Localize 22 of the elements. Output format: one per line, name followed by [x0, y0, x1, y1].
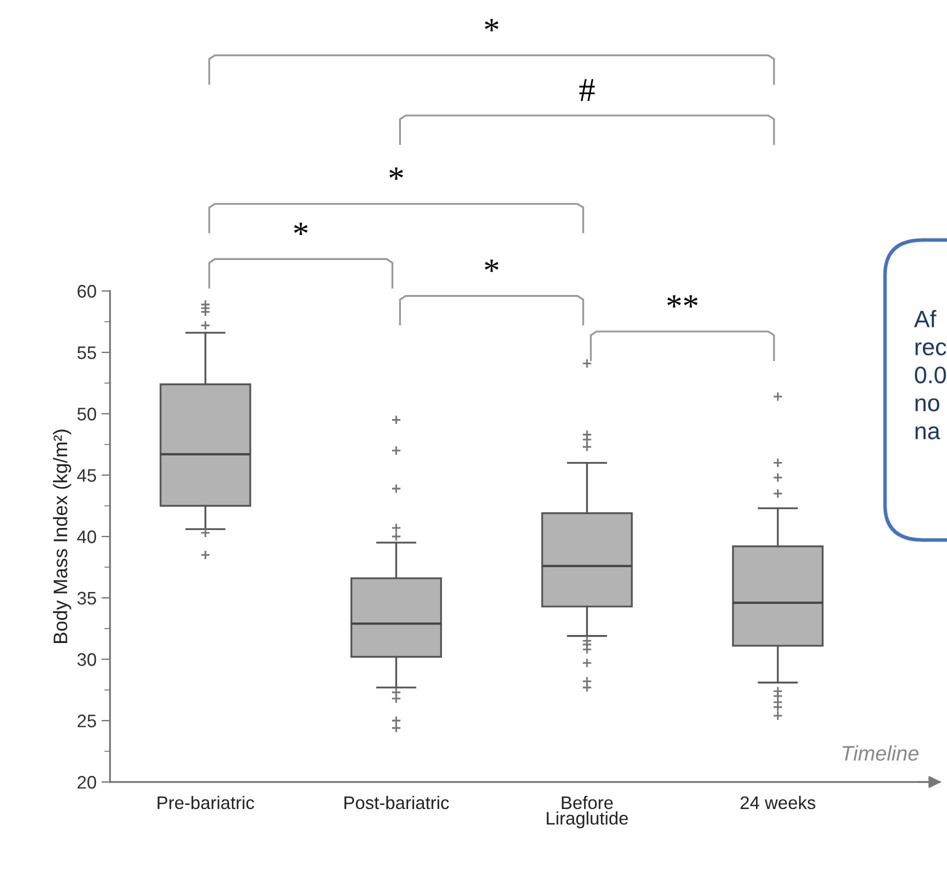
y-tick-label: 30	[77, 653, 96, 666]
annotation: Af rec 0.0 no na	[914, 310, 946, 440]
text: *	[484, 19, 498, 32]
annotation: **	[667, 295, 698, 308]
y-tick-label: 60	[78, 284, 96, 298]
x-tick-label: Post-bariatric	[344, 796, 449, 810]
text: #	[579, 79, 595, 102]
x-tick-label: 24 weeks	[740, 796, 816, 810]
y-tick-label: 50	[77, 408, 96, 420]
y-axis-title: Body Mass Index (kg/m²)	[53, 430, 72, 643]
y-tick-label: 40	[77, 530, 96, 544]
text: *	[390, 168, 403, 180]
x-tick-label: Pre-bariatric	[158, 796, 254, 810]
text: *	[294, 222, 308, 236]
y-tick-label: 25	[78, 714, 96, 728]
y-tick-label: 20	[78, 776, 96, 789]
y-tick-label: 45	[77, 469, 96, 482]
x-tick-label: Before Liraglutide	[546, 796, 628, 828]
y-tick-label: 55	[77, 346, 96, 360]
x-axis-title: Timeline	[842, 745, 918, 761]
text: *	[484, 260, 498, 272]
y-tick-label: 35	[77, 592, 96, 605]
